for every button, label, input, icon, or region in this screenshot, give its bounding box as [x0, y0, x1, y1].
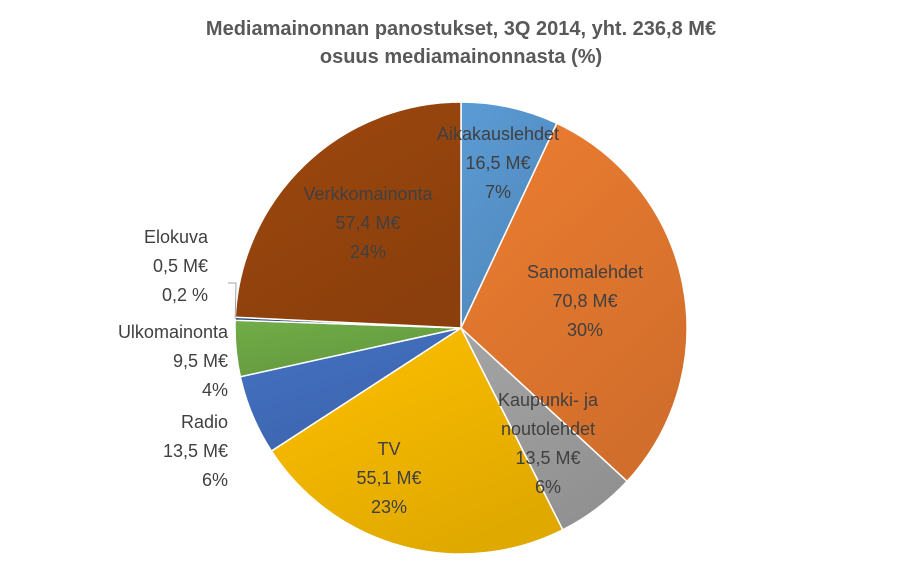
chart-subtitle: osuus mediamainonnasta (%): [319, 46, 603, 68]
data-label-aikakauslehdet: Aikakauslehdet 16,5 M€ 7%: [437, 124, 559, 202]
data-label-sanomalehdet: Sanomalehdet 70,8 M€ 30%: [527, 262, 643, 340]
slice-sanomalehdet: [460, 122, 688, 483]
data-label-tv: TV 55,1 M€ 23%: [356, 439, 421, 517]
data-label-ulkomainonta: Ulkomainonta 9,5 M€ 4%: [118, 322, 229, 400]
slice-tv: [270, 326, 564, 555]
data-label-radio: Radio 13,5 M€ 6%: [163, 412, 228, 490]
data-label-elokuva: Elokuva 0,5 M€ 0,2 %: [144, 227, 209, 305]
data-label-kaupunki-ja-noutolehdet: Kaupunki- ja noutolehdet 13,5 M€ 6%: [498, 390, 599, 497]
chart-title: Mediamainonnan panostukset, 3Q 2014, yht…: [205, 18, 717, 40]
slice-verkkomainonta: [234, 101, 462, 329]
data-label-verkkomainonta: Verkkomainonta 57,4 M€ 24%: [303, 184, 433, 262]
leader-line-elokuva: [228, 282, 237, 319]
